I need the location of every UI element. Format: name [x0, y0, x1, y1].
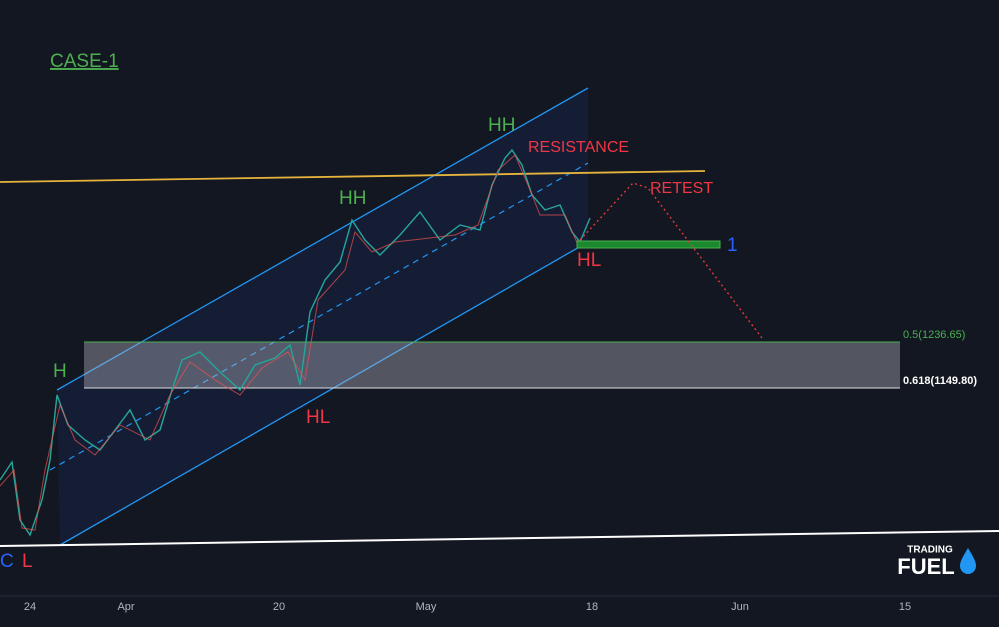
label-retest: RETEST — [650, 180, 713, 197]
label-l: L — [22, 551, 33, 572]
label-hl: HL — [577, 250, 601, 271]
x-axis-labels: 24 Apr 20 May 18 Jun 15 — [24, 601, 911, 613]
channel-lower — [59, 241, 589, 546]
projection — [579, 182, 763, 339]
fib-label: 0.5(1236.65) — [903, 329, 965, 341]
x-tick-label: 15 — [899, 601, 911, 613]
resistance-line — [0, 170, 706, 183]
support-line — [0, 530, 999, 547]
fib-label: 0.618(1149.80) — [903, 375, 977, 387]
logo-top: TRADING — [907, 545, 953, 556]
channel-fill — [57, 88, 588, 545]
label-hl: HL — [306, 407, 330, 428]
x-tick-label: Jun — [731, 601, 749, 613]
label-target: 1 — [727, 235, 738, 256]
title: CASE-1 — [50, 51, 119, 72]
x-tick-label: 24 — [24, 601, 36, 613]
x-tick-label: May — [416, 601, 437, 613]
logo-bottom: FUEL — [897, 554, 954, 579]
label-c: C — [0, 551, 14, 572]
price-line-alt — [0, 154, 579, 531]
label-hh: HH — [339, 188, 366, 209]
target-bar — [576, 240, 721, 249]
price-line — [0, 148, 591, 537]
x-tick-label: 20 — [273, 601, 285, 613]
x-tick-label: Apr — [117, 601, 134, 613]
channel-upper — [56, 87, 589, 391]
x-tick-label: 18 — [586, 601, 598, 613]
label-hh: HH — [488, 115, 515, 136]
logo-drop — [960, 548, 976, 574]
fib-zone — [84, 342, 900, 388]
label-h: H — [53, 361, 67, 382]
label-resistance: RESISTANCE — [528, 139, 629, 156]
channel-mid — [49, 162, 589, 471]
